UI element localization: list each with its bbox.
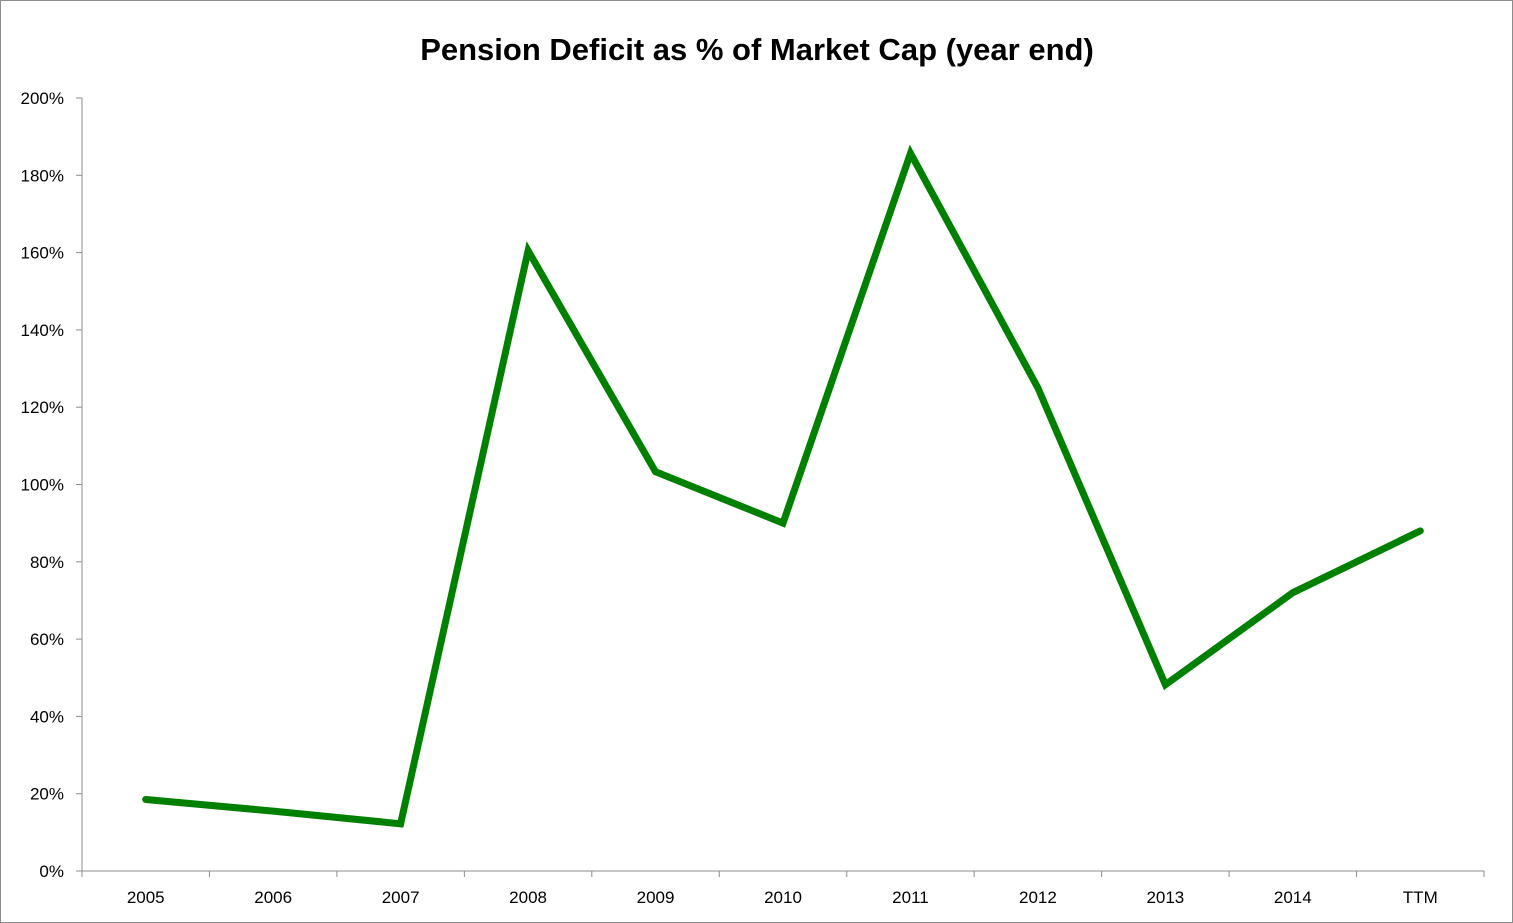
x-tick-label: 2011	[892, 888, 929, 907]
y-axis-ticks: 0% 20% 40% 60% 80% 100% 120% 140% 160% 180% 200%	[21, 89, 82, 881]
data-point-2014	[1292, 592, 1294, 594]
series-layer	[142, 144, 1424, 828]
y-tick-label: 20%	[30, 785, 64, 804]
data-point-2010	[782, 522, 784, 524]
x-tick-label: 2007	[382, 888, 420, 907]
data-point-2008	[527, 250, 529, 252]
y-tick-label: 180%	[21, 166, 64, 185]
x-tick-label: 2008	[509, 888, 547, 907]
y-tick-label: 140%	[21, 321, 64, 340]
data-point-2011	[909, 152, 911, 154]
data-point-2006	[272, 810, 274, 812]
data-point-ttm	[1419, 530, 1421, 532]
y-tick-label: 120%	[21, 398, 64, 417]
x-tick-label: TTM	[1403, 888, 1438, 907]
x-tick-label: 2010	[764, 888, 802, 907]
chart-title: Pension Deficit as % of Market Cap (year…	[420, 32, 1094, 67]
data-point-2013	[1164, 684, 1166, 686]
series-line	[142, 144, 1424, 828]
data-point-2007	[400, 823, 402, 825]
x-axis-ticks: 2005 2006 2007 2008 2009 2010 2011 2012 2013 2014…	[81, 871, 1485, 907]
x-tick-label: 2014	[1274, 888, 1312, 907]
y-tick-label: 160%	[21, 244, 64, 263]
data-point-2009	[655, 471, 657, 473]
x-tick-label: 2005	[127, 888, 165, 907]
data-point-2012	[1037, 387, 1039, 389]
x-tick-label: 2009	[637, 888, 675, 907]
y-tick-label: 40%	[30, 707, 64, 726]
data-point-2005	[145, 798, 147, 800]
x-tick-label: 2013	[1146, 888, 1184, 907]
x-tick-label: 2012	[1019, 888, 1057, 907]
y-tick-label: 60%	[30, 630, 64, 649]
y-tick-label: 100%	[21, 476, 64, 495]
x-tick-label: 2006	[254, 888, 292, 907]
y-tick-label: 0%	[39, 862, 64, 881]
y-tick-label: 200%	[21, 89, 64, 108]
y-tick-label: 80%	[30, 553, 64, 572]
